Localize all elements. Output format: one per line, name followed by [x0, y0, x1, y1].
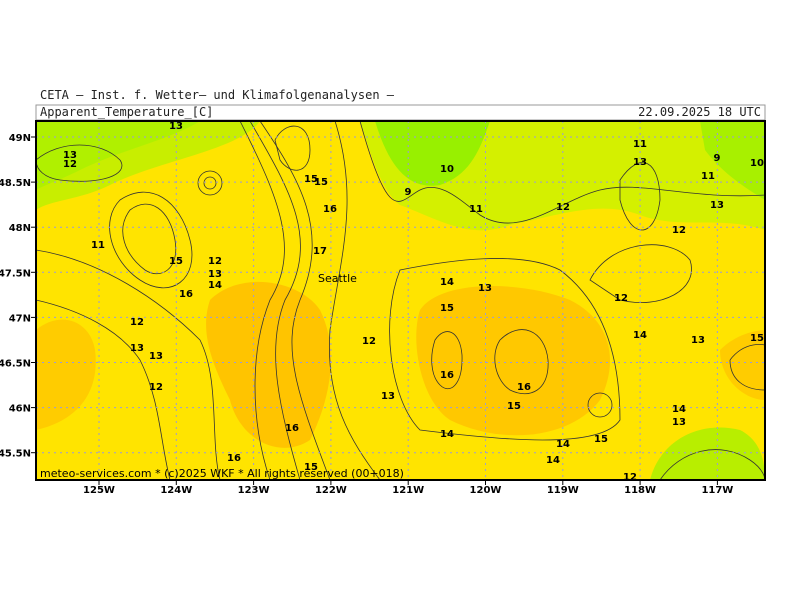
lon-label: 122W — [315, 485, 347, 496]
contour-label: 10 — [750, 158, 764, 169]
contour-label: 14 — [440, 429, 454, 440]
contour-label: 15 — [507, 401, 521, 412]
contour-label: 11 — [469, 204, 483, 215]
map-frame — [35, 120, 766, 481]
lon-label: 118W — [624, 485, 656, 496]
contour-label: 15 — [304, 462, 318, 473]
contour-label: 16 — [227, 453, 241, 464]
contour-label: 11 — [633, 139, 647, 150]
contour-label: 13 — [672, 417, 686, 428]
contour-label: 12 — [672, 225, 686, 236]
contour-label: 11 — [91, 240, 105, 251]
lon-label: 119W — [547, 485, 579, 496]
contour-label: 13 — [633, 157, 647, 168]
lat-label: 48.5N — [0, 178, 31, 189]
contour-label: 13 — [208, 269, 222, 280]
contour-label: 12 — [63, 159, 77, 170]
lon-label: 125W — [83, 485, 115, 496]
contour-label: 13 — [63, 150, 77, 161]
contour-label: 15 — [169, 256, 183, 267]
contour-label: 9 — [714, 153, 721, 164]
contour-label: 15 — [440, 303, 454, 314]
contour-label: 16 — [179, 289, 193, 300]
contour-label: 13 — [710, 200, 724, 211]
contour-label: 15 — [594, 434, 608, 445]
lat-label: 46N — [9, 404, 31, 415]
lat-label: 45.5N — [0, 449, 31, 460]
lon-label: 117W — [701, 485, 733, 496]
contour-label: 14 — [208, 280, 222, 291]
contour-label: 12 — [623, 472, 637, 483]
contour-label: 12 — [362, 336, 376, 347]
contour-label: 15 — [750, 333, 764, 344]
contour-label: 16 — [440, 370, 454, 381]
graticule — [31, 121, 765, 485]
contour-label: 12 — [208, 256, 222, 267]
credit: meteo-services.com * (c)2025 WKF * All r… — [40, 467, 404, 480]
lon-label: 120W — [470, 485, 502, 496]
map-title: Apparent_Temperature_[C] — [40, 105, 213, 119]
field — [36, 121, 765, 480]
contour-label: 14 — [633, 330, 647, 341]
contour-label: 12 — [614, 293, 628, 304]
contour-label: 9 — [405, 187, 412, 198]
contour-label: 14 — [672, 404, 686, 415]
contour-label: 13 — [149, 351, 163, 362]
lat-label: 48N — [9, 223, 31, 234]
contour-label: 13 — [130, 343, 144, 354]
contour-label: 15 — [314, 177, 328, 188]
contour-label: 16 — [517, 382, 531, 393]
contour-label: 12 — [149, 382, 163, 393]
lon-label: 124W — [160, 485, 192, 496]
valid-time: 22.09.2025 18 UTC — [638, 105, 761, 119]
lat-label: 47.5N — [0, 268, 31, 279]
lon-label: 123W — [238, 485, 270, 496]
contour-label: 12 — [130, 317, 144, 328]
contour-label: 10 — [440, 164, 454, 175]
contour-label: 14 — [440, 277, 454, 288]
lat-label: 49N — [9, 133, 31, 144]
contour-label: 13 — [478, 283, 492, 294]
contour-label: 13 — [169, 121, 183, 132]
city-label: Seattle — [318, 272, 357, 285]
lat-label: 47N — [9, 313, 31, 324]
contour-label: 11 — [701, 171, 715, 182]
contour-label: 17 — [313, 246, 327, 257]
contour-label: 16 — [285, 423, 299, 434]
institute: CETA — Inst. f. Wetter— und Klimafolgena… — [40, 88, 395, 102]
lon-label: 121W — [392, 485, 424, 496]
contour-label: 14 — [556, 439, 570, 450]
lat-label: 46.5N — [0, 359, 31, 370]
contour-label: 14 — [546, 455, 560, 466]
contour-label: 16 — [323, 204, 337, 215]
contour-label: 13 — [691, 335, 705, 346]
contour-label: 13 — [381, 391, 395, 402]
contour-label: 15 — [304, 174, 318, 185]
contour-label: 12 — [556, 202, 570, 213]
